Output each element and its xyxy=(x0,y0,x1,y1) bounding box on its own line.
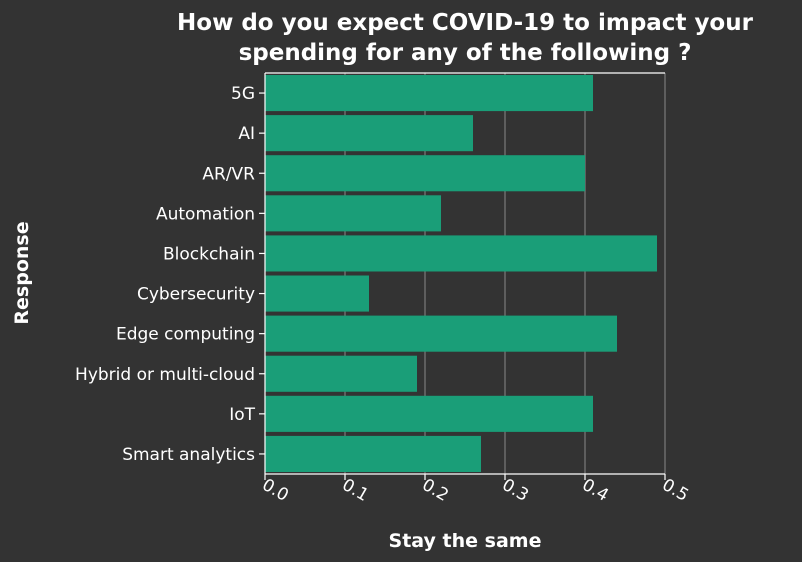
x-tick-label-3: 0.3 xyxy=(499,475,532,506)
y-tick-label-9: Smart analytics xyxy=(122,445,255,465)
y-tick-label-1: AI xyxy=(238,124,255,144)
y-tick-label-8: IoT xyxy=(229,405,255,425)
y-tick-label-7: Hybrid or multi-cloud xyxy=(75,365,255,385)
bar-6 xyxy=(265,315,617,352)
y-tick-labels: 5G AI AR/VR Automation Blockchain Cybersecuri… xyxy=(75,84,256,465)
x-tick-labels: 0.0 0.1 0.2 0.3 0.4 0.5 xyxy=(259,475,692,506)
bar-0 xyxy=(265,75,593,112)
y-tick-label-0: 5G xyxy=(231,84,255,104)
y-tick-label-2: AR/VR xyxy=(202,164,255,184)
bar-4 xyxy=(265,235,657,272)
bar-9 xyxy=(265,435,481,472)
x-tick-label-0: 0.0 xyxy=(259,475,292,506)
x-tick-label-5: 0.5 xyxy=(659,475,692,506)
bar-8 xyxy=(265,395,593,432)
y-tick-label-3: Automation xyxy=(156,204,255,224)
bar-2 xyxy=(265,155,585,192)
chart-title-line-1: How do you expect COVID-19 to impact you… xyxy=(177,10,754,36)
x-axis-title: Stay the same xyxy=(389,530,542,552)
y-axis-title: Response xyxy=(11,221,33,324)
bar-1 xyxy=(265,115,473,152)
y-tick-label-4: Blockchain xyxy=(163,244,255,264)
bars xyxy=(265,75,657,472)
y-tick-label-5: Cybersecurity xyxy=(137,285,255,305)
x-tick-label-2: 0.2 xyxy=(419,475,452,506)
bar-7 xyxy=(265,355,417,392)
y-tick-label-6: Edge computing xyxy=(116,325,255,345)
axes xyxy=(259,72,666,480)
chart-title-line-2: spending for any of the following ? xyxy=(239,40,692,66)
x-tick-label-4: 0.4 xyxy=(579,475,612,506)
x-tick-label-1: 0.1 xyxy=(339,475,372,506)
bar-5 xyxy=(265,275,369,312)
bar-3 xyxy=(265,195,441,232)
